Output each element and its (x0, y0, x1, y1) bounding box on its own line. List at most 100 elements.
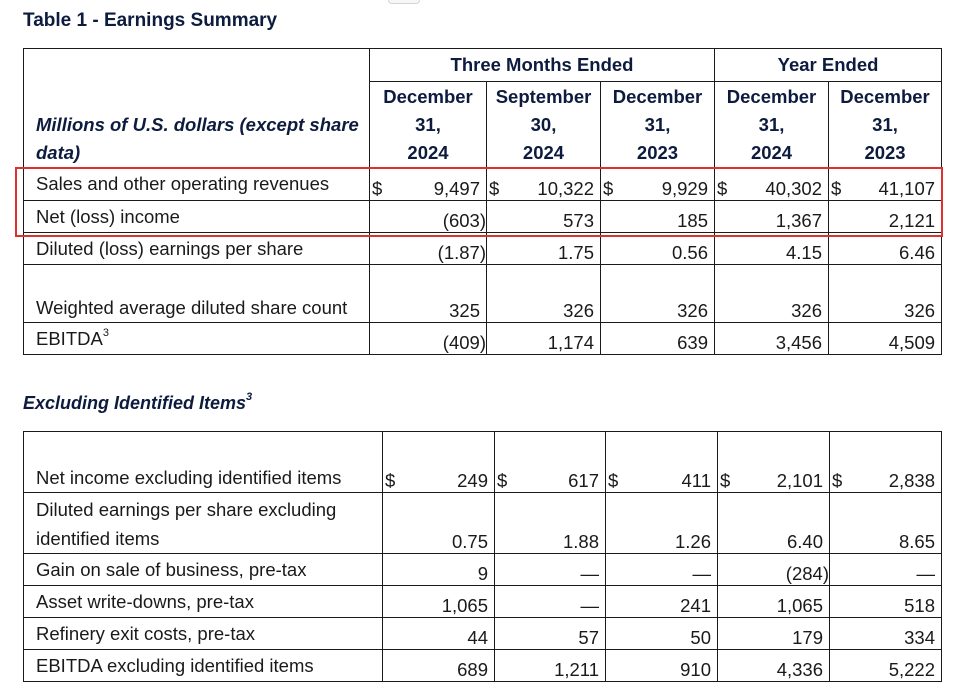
cell-value: 2,838 (888, 470, 935, 491)
cell-value: 2,121 (888, 210, 936, 231)
cell-value: (1.87) (437, 242, 486, 263)
cell-value: (284) (785, 563, 829, 584)
value-cell: $41,107 (828, 167, 943, 201)
table-row: Sales and other operating revenues $9,497… (23, 167, 943, 201)
row-label: Weighted average diluted share count (23, 264, 370, 323)
value-cell: — (605, 553, 718, 586)
value-cell: $10,322 (486, 167, 601, 201)
identified-items-table: Net income excluding identified items $24… (23, 431, 942, 682)
value-cell: 0.56 (599, 232, 716, 265)
value-cell: (409) (369, 322, 487, 355)
cell-value: 9,497 (433, 178, 480, 199)
currency-symbol: $ (832, 470, 843, 491)
cell-value: (409) (442, 332, 486, 353)
value-cell: 1,174 (486, 322, 601, 355)
value-cell: 639 (599, 322, 716, 355)
value-cell: 325 (369, 264, 487, 323)
cell-value: 1.75 (557, 242, 594, 263)
table-row: Gain on sale of business, pre-tax 9 — — (284… (23, 553, 942, 586)
table-row: Diluted earnings per share excluding ide… (23, 492, 942, 554)
cell-value: 334 (904, 627, 935, 648)
table-row: Asset write-downs, pre-tax 1,065 — 241 1,065… (23, 585, 942, 618)
value-cell: 910 (605, 649, 718, 682)
cell-value: 639 (677, 332, 709, 353)
value-cell: 518 (829, 585, 942, 618)
value-cell: — (494, 585, 606, 618)
cell-value: 1,065 (776, 595, 823, 616)
cell-value: 185 (677, 210, 709, 231)
row-label: Gain on sale of business, pre-tax (23, 553, 383, 586)
row-label: Net (loss) income (23, 200, 370, 233)
value-cell: 241 (605, 585, 718, 618)
row-label: Net income excluding identified items (23, 431, 383, 493)
value-cell: $411 (605, 431, 718, 493)
value-cell: (284) (717, 553, 830, 586)
value-cell: 1,367 (714, 200, 830, 233)
cell-value: 326 (791, 300, 823, 321)
currency-symbol: $ (831, 178, 842, 199)
row-label: EBITDA3 (23, 322, 370, 355)
value-cell: 334 (829, 617, 942, 650)
cell-value: 1.88 (562, 531, 599, 552)
cell-value: 617 (568, 470, 599, 491)
cell-value: 1,211 (554, 659, 599, 680)
table-row: EBITDA excluding identified items 689 1,21… (23, 649, 942, 682)
cell-value: 1,065 (441, 595, 488, 616)
currency-symbol: $ (608, 470, 619, 491)
value-cell: (603) (369, 200, 487, 233)
table-row: Weighted average diluted share count 325 3… (23, 264, 943, 323)
value-cell: 4,336 (717, 649, 830, 682)
cell-value: 9,929 (661, 178, 709, 199)
group-header-three-months: Three Months Ended (368, 48, 716, 82)
cell-value: 179 (792, 627, 823, 648)
cell-value: 0.56 (672, 242, 709, 263)
cell-value: 6.40 (786, 531, 823, 552)
table-row: EBITDA3 (409) 1,174 639 3,456 4,509 (23, 322, 943, 355)
currency-symbol: $ (489, 178, 500, 199)
cell-value: 9 (477, 563, 488, 584)
cell-value: 249 (457, 470, 488, 491)
value-cell: 0.75 (382, 492, 495, 554)
value-cell: 5,222 (829, 649, 942, 682)
value-cell: 3,456 (714, 322, 830, 355)
value-cell: $617 (494, 431, 606, 493)
table-row: Refinery exit costs, pre-tax 44 57 50 179 334 (23, 617, 942, 650)
value-cell: 1.26 (605, 492, 718, 554)
value-cell: 1.75 (486, 232, 601, 265)
value-cell: 8.65 (829, 492, 942, 554)
value-cell: 50 (605, 617, 718, 650)
currency-symbol: $ (603, 178, 614, 199)
column-header: December 31, 2024 (369, 81, 487, 168)
row-label: EBITDA excluding identified items (23, 649, 383, 682)
value-cell: — (494, 553, 606, 586)
value-cell: 44 (382, 617, 495, 650)
value-cell: $40,302 (714, 167, 830, 201)
value-cell: 1,211 (494, 649, 606, 682)
value-cell: 1,065 (717, 585, 830, 618)
table1-title: Table 1 - Earnings Summary (23, 10, 278, 31)
cell-value: 518 (904, 595, 935, 616)
column-header: September 30, 2024 (486, 81, 601, 168)
table-row: Net (loss) income (603) 573 185 1,367 2,121 (23, 200, 943, 233)
currency-symbol: $ (717, 178, 728, 199)
value-cell: 185 (599, 200, 716, 233)
column-header: December 31, 2023 (599, 81, 716, 168)
earnings-summary-table: Millions of U.S. dollars (except share d… (23, 48, 943, 355)
cell-value: 6.46 (899, 242, 936, 263)
value-cell: 6.40 (717, 492, 830, 554)
cell-value: — (692, 563, 712, 584)
value-cell: 1,065 (382, 585, 495, 618)
cell-value: 326 (904, 300, 936, 321)
cell-value: 10,322 (537, 178, 594, 199)
value-cell: 326 (714, 264, 830, 323)
cell-value: 40,302 (765, 178, 823, 199)
row-label: Refinery exit costs, pre-tax (23, 617, 383, 650)
cell-value: — (580, 563, 600, 584)
currency-symbol: $ (720, 470, 731, 491)
value-cell: $2,101 (717, 431, 830, 493)
row-label: Diluted (loss) earnings per share (23, 232, 370, 265)
table2-title: Excluding Identified Items3 (23, 391, 253, 413)
value-cell: 2,121 (828, 200, 943, 233)
table-row: Net income excluding identified items $24… (23, 431, 942, 493)
cell-value: 2,101 (776, 470, 823, 491)
